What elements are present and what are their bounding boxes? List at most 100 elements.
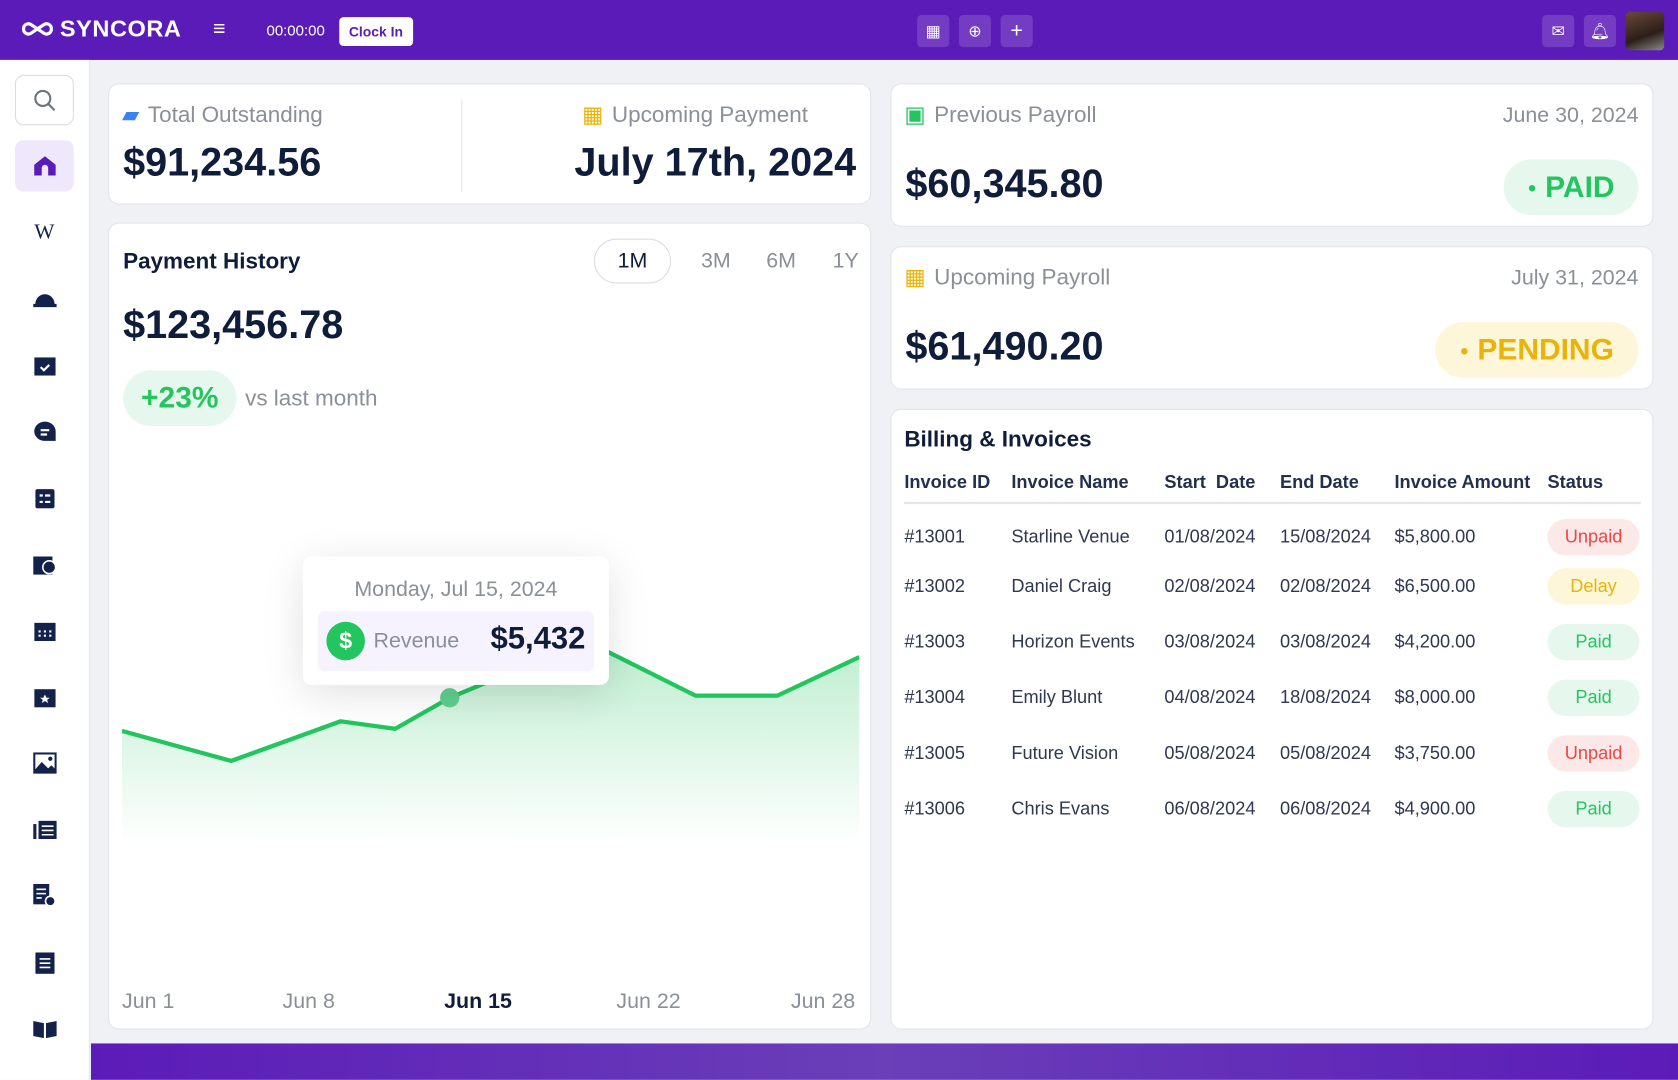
status-cell: Unpaid	[1547, 726, 1641, 782]
timer: 00:00:00	[266, 21, 325, 39]
column-header: Status	[1547, 471, 1641, 505]
previous-payroll-label: Previous Payroll	[934, 102, 1097, 127]
area-fill	[122, 641, 860, 845]
table-cell: 05/08/2024	[1164, 742, 1256, 764]
status-badge: Paid	[1547, 679, 1640, 716]
checklist-icon	[34, 952, 55, 974]
column-header: Invoice ID	[904, 471, 1012, 505]
sidebar-item-guide[interactable]	[15, 1003, 74, 1054]
range-6m-tab[interactable]: 6M	[766, 249, 797, 273]
x-tick: Jun 1	[122, 989, 175, 1014]
payroll-icon: ▣	[904, 102, 926, 128]
tooltip-row: $ Revenue $5,432	[317, 611, 594, 672]
sidebar-item-calendar-check[interactable]	[15, 339, 74, 390]
upcoming-payment-label: ▦ Upcoming Payment	[582, 102, 808, 129]
summary-card: ▰ Total Outstanding $91,234.56 ▦ Upcoming …	[108, 83, 872, 205]
table-cell: 02/08/2024	[1164, 575, 1256, 597]
wiki-icon: W	[34, 219, 55, 244]
zoom-icon[interactable]: ⊕	[958, 14, 992, 48]
payment-history-total: $123,456.78	[123, 302, 344, 347]
table-cell: $3,750.00	[1394, 742, 1476, 764]
range-1m-tab[interactable]: 1M	[593, 238, 672, 284]
table-row[interactable]: #13003 Horizon Events 03/08/2024 03/08/2024…	[904, 614, 1640, 670]
column-header: Invoice Name	[1011, 471, 1165, 505]
status-badge: Unpaid	[1547, 735, 1640, 772]
footer-bar	[90, 1043, 1678, 1080]
sidebar-item-safety[interactable]	[15, 273, 74, 324]
table-row[interactable]: #13004 Emily Blunt 04/08/2024 18/08/2024 $8,…	[904, 670, 1640, 726]
bell-icon[interactable]: 🔔︎	[1583, 14, 1617, 48]
brand-name: SYNCORA	[59, 14, 182, 42]
highlight-point[interactable]	[440, 688, 460, 708]
payment-history-title: Payment History	[123, 249, 301, 274]
upcoming-payroll-date: July 31, 2024	[1511, 266, 1639, 291]
x-tick: Jun 22	[616, 989, 681, 1014]
total-outstanding-value: $91,234.56	[123, 140, 322, 185]
sidebar-item-calendar[interactable]	[15, 605, 74, 656]
total-outstanding-label: ▰ Total Outstanding	[122, 102, 323, 129]
logo-icon	[21, 22, 53, 36]
change-caption: vs last month	[245, 386, 378, 411]
calendar-money-icon: ▦	[904, 265, 926, 291]
table-cell: Future Vision	[1011, 742, 1119, 764]
previous-payroll-card: ▣ Previous Payroll June 30, 2024 $60,345.…	[890, 83, 1654, 227]
menu-icon[interactable]: ≡	[212, 17, 226, 41]
calendar-clock-icon	[32, 556, 56, 575]
table-cell: #13003	[904, 631, 966, 652]
sidebar-item-news[interactable]	[15, 804, 74, 855]
mail-icon[interactable]: ✉	[1542, 14, 1575, 48]
paid-status-badge: ● PAID	[1503, 159, 1639, 216]
upcoming-payroll-amount: $61,490.20	[905, 324, 1104, 369]
status-badge: Paid	[1547, 790, 1640, 828]
x-tick: Jun 8	[282, 989, 335, 1014]
sidebar-item-events[interactable]	[15, 671, 74, 722]
sidebar-item-tasks[interactable]	[15, 472, 74, 523]
tooltip-date: Monday, Jul 15, 2024	[354, 577, 558, 602]
avatar[interactable]	[1625, 11, 1665, 51]
upcoming-payment-value: July 17th, 2024	[574, 140, 857, 185]
table-cell: $4,900.00	[1394, 798, 1476, 819]
clock-in-button[interactable]: Clock In	[339, 17, 413, 47]
clipboard-list-icon	[34, 489, 55, 509]
plus-icon[interactable]: +	[1000, 14, 1033, 48]
calendar-icon[interactable]: ▦	[917, 14, 950, 48]
table-cell: 18/08/2024	[1279, 687, 1372, 708]
change-badge: +23%	[123, 370, 237, 426]
news-icon	[32, 820, 57, 840]
tooltip-label: Revenue	[373, 629, 460, 653]
x-tick-active: Jun 15	[444, 989, 512, 1014]
table-row[interactable]: #13005 Future Vision 05/08/2024 05/08/2024 $…	[904, 726, 1640, 782]
table-cell: #13005	[904, 742, 966, 764]
sidebar-item-gallery[interactable]	[15, 737, 74, 788]
table-row[interactable]: #13001 Starline Venue 01/08/2024 15/08/2024…	[904, 503, 1640, 559]
wallet-icon: ▰	[122, 102, 140, 128]
sidebar-item-chat[interactable]	[15, 406, 74, 457]
upcoming-payroll-label: Upcoming Payroll	[934, 264, 1111, 290]
table-cell: $8,000.00	[1394, 687, 1476, 708]
document-settings-icon	[32, 883, 56, 907]
table-cell: Emily Blunt	[1011, 687, 1103, 708]
status-cell: Delay	[1547, 559, 1641, 615]
calendar-check-icon	[33, 357, 56, 376]
status-badge: Delay	[1547, 568, 1640, 605]
table-cell: #13006	[904, 798, 966, 819]
sidebar-item-home[interactable]	[14, 140, 74, 192]
range-3m-tab[interactable]: 3M	[700, 249, 731, 273]
sidebar-search-button[interactable]	[14, 74, 74, 126]
label-text: Total Outstanding	[147, 102, 323, 127]
sidebar-item-checklist[interactable]	[15, 936, 74, 987]
payment-history-chart	[122, 638, 860, 845]
table-cell: 03/08/2024	[1279, 631, 1372, 652]
dollar-icon: $	[326, 621, 365, 661]
sidebar-item-calendar-clock[interactable]	[15, 538, 74, 589]
range-1y-tab[interactable]: 1Y	[832, 249, 859, 273]
table-row[interactable]: #13002 Daniel Craig 02/08/2024 02/08/2024 $6…	[904, 559, 1640, 615]
sidebar-item-wiki[interactable]: W	[15, 207, 74, 258]
status-badge: Unpaid	[1547, 518, 1640, 555]
helmet-icon	[32, 294, 57, 308]
calendar-star-icon	[33, 689, 56, 708]
upcoming-payroll-card: ▦ Upcoming Payroll July 31, 2024 $61,490.…	[890, 246, 1654, 390]
table-row[interactable]: #13006 Chris Evans 06/08/2024 06/08/2024 $4,…	[904, 781, 1640, 837]
sidebar-item-doc-settings[interactable]	[15, 870, 74, 921]
previous-payroll-amount: $60,345.80	[905, 161, 1104, 206]
